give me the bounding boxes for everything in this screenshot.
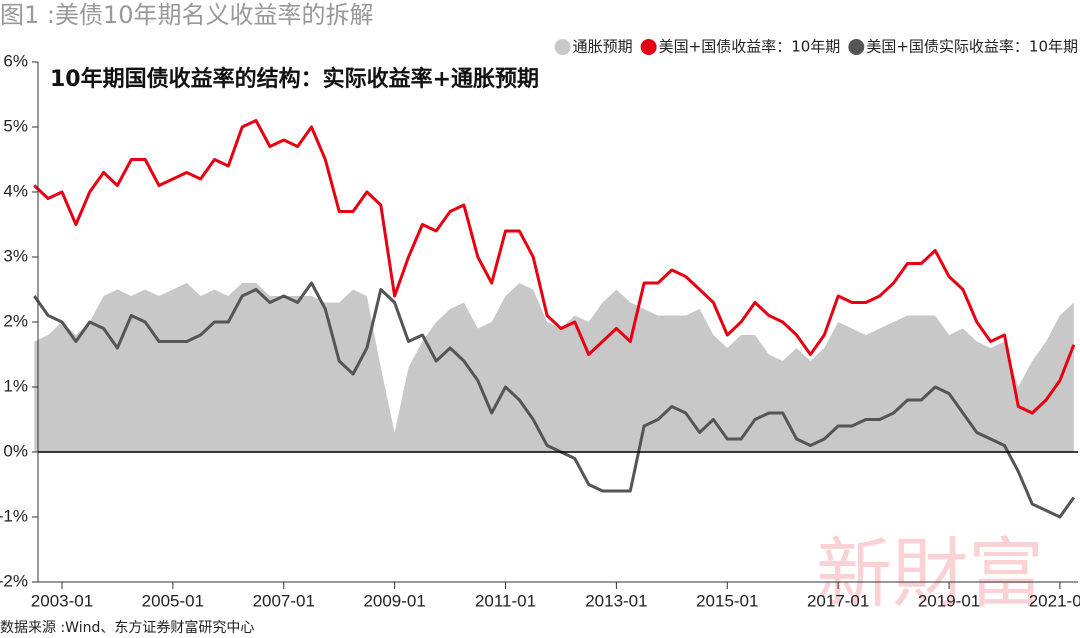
x-tick-label: 2015-01 bbox=[696, 591, 758, 610]
legend-label: 通胀预期 bbox=[573, 38, 633, 56]
x-tick-label: 2005-01 bbox=[142, 591, 204, 610]
line bbox=[33, 119, 1076, 415]
y-tick-label: -2% bbox=[0, 571, 28, 590]
chart-title: 图1 :美债10年期名义收益率的拆解 bbox=[0, 1, 374, 29]
x-tick-label: 2009-01 bbox=[363, 591, 425, 610]
y-tick-label: -1% bbox=[0, 506, 28, 525]
watermark: 新財富 bbox=[816, 529, 1044, 618]
y-tick-label: 4% bbox=[3, 181, 28, 200]
x-tick-label: 2011-01 bbox=[475, 591, 536, 610]
y-tick-label: 0% bbox=[3, 441, 28, 460]
y-tick-label: 5% bbox=[3, 116, 28, 135]
y-tick-label: 2% bbox=[3, 311, 28, 330]
legend: 美国+国债实际收益率：10年期 美国+国债收益率：10年期 通胀预期 bbox=[554, 38, 1078, 56]
source-note: 数据来源 :Wind、东方证券财富研究中心 bbox=[0, 619, 254, 636]
plot-area bbox=[33, 119, 1076, 519]
legend-label: 美国+国债收益率：10年期 bbox=[659, 38, 841, 56]
chart-subtitle: 10年期国债收益率的结构：实际收益率+通胀预期 bbox=[50, 66, 539, 92]
y-tick-label: 3% bbox=[3, 246, 28, 265]
x-tick-label: 2017-01 bbox=[807, 591, 869, 610]
x-tick-label: 2003-01 bbox=[31, 591, 93, 610]
x-tick-label: 2013-01 bbox=[585, 591, 647, 610]
y-tick-label: 1% bbox=[3, 376, 28, 395]
legend-label: 美国+国债实际收益率：10年期 bbox=[866, 38, 1078, 56]
legend-marker bbox=[640, 39, 657, 55]
x-tick-label: 2019-01 bbox=[918, 591, 980, 610]
line bbox=[33, 281, 1076, 519]
area bbox=[34, 283, 1074, 452]
legend-marker bbox=[848, 39, 865, 55]
y-tick-label: 6% bbox=[3, 51, 28, 70]
legend-marker bbox=[554, 39, 571, 55]
x-tick-label: 2007-01 bbox=[253, 591, 315, 610]
x-tick-label: 2021-01 bbox=[1029, 591, 1080, 610]
